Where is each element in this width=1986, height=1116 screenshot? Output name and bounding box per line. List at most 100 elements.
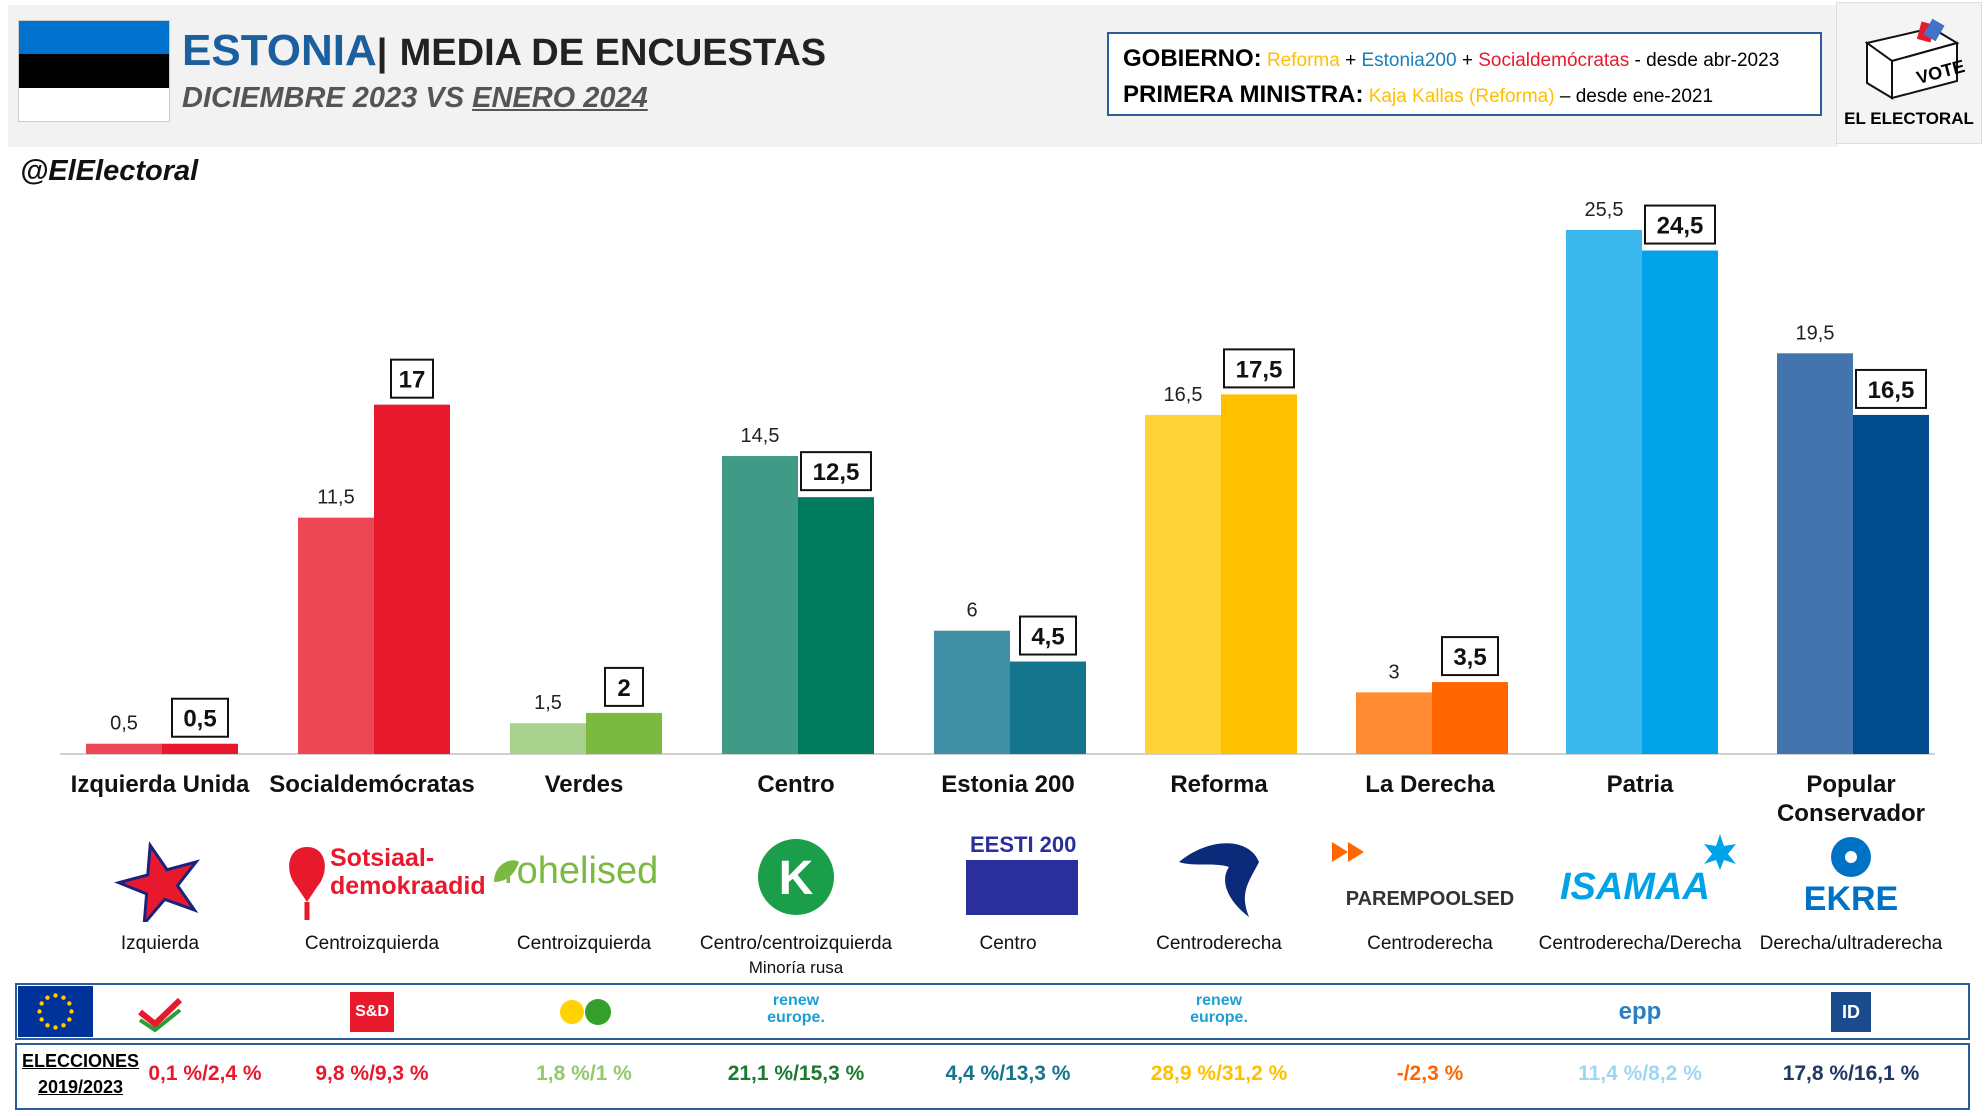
ideology-line1: Centroderecha xyxy=(1156,933,1282,954)
ideology-line1: Centroderecha xyxy=(1367,933,1493,954)
value-label-jan-0: 0,5 xyxy=(183,706,216,733)
rose-icon: Sotsiaal-demokraadid xyxy=(272,832,486,922)
election-result: 4,4 %/13,3 % xyxy=(945,1062,1071,1085)
party-name-line1: La Derecha xyxy=(1365,771,1495,798)
eu-star xyxy=(53,993,58,998)
value-box-jan-8 xyxy=(1855,368,1927,409)
election-result: 1,8 %/1 % xyxy=(536,1062,632,1085)
subtitle-prefix: DICIEMBRE 2023 VS xyxy=(182,82,465,114)
ideology-label: Centroderecha/Derecha xyxy=(1530,932,1750,956)
party-logo-text: EKRE xyxy=(1803,880,1899,918)
ideology-label: Izquierda xyxy=(50,932,270,956)
party-logo-text: PAREMPOOLSED xyxy=(1345,888,1515,910)
value-label-dec-2: 1,5 xyxy=(534,692,562,714)
sd-group-icon: S&D xyxy=(350,992,394,1032)
bar-dec-1 xyxy=(298,517,374,754)
ideology-line1: Izquierda xyxy=(120,933,200,954)
flag-stripe-black xyxy=(19,54,169,88)
party-name-line1: Estonia 200 xyxy=(941,771,1075,798)
eu-group-text: S&D xyxy=(355,1003,389,1020)
ballot-box-icon: VOTE xyxy=(1864,18,1967,100)
eu-star xyxy=(69,1009,74,1014)
value-label-dec-0: 0,5 xyxy=(110,713,138,735)
page-title: ESTONIA| MEDIA DE ENCUESTAS xyxy=(182,26,826,76)
flag-stripe-white xyxy=(19,87,169,121)
country-name: ESTONIA xyxy=(182,26,377,75)
gov-since: - desde abr-2023 xyxy=(1634,50,1780,71)
brand-name: EL ELECTORAL xyxy=(1844,109,1974,128)
election-result: 17,8 %/16,1 % xyxy=(1782,1062,1920,1085)
party-name: Socialdemócratas xyxy=(267,770,477,799)
eu-star xyxy=(37,1009,42,1014)
value-box-jan-5 xyxy=(1223,348,1295,389)
value-box-jan-1 xyxy=(390,358,434,399)
party-logo-text: rohelised xyxy=(504,850,659,892)
bar-dec-0 xyxy=(86,743,162,754)
title-rest: MEDIA DE ENCUESTAS xyxy=(399,32,827,74)
eu-stars-icon xyxy=(37,993,74,1030)
party-name-line1: Izquierda Unida xyxy=(70,771,250,798)
value-label-dec-8: 19,5 xyxy=(1796,322,1835,344)
gov-plus-1: + xyxy=(1345,50,1357,71)
eu-star xyxy=(53,1025,58,1030)
party-name-line1: Reforma xyxy=(1170,771,1268,798)
party-logo-text: EESTI 200 xyxy=(970,832,1077,857)
eu-star xyxy=(45,995,50,1000)
estonia-flag-icon xyxy=(18,20,170,122)
ideology-line2: Minoría rusa xyxy=(748,958,844,977)
bar-dec-8 xyxy=(1777,353,1853,754)
ideology-line1: Centro/centroizquierda xyxy=(699,933,893,954)
party-name-line1: Popular xyxy=(1806,771,1896,798)
eu-group-text: epp xyxy=(1618,998,1662,1025)
party-name: Izquierda Unida xyxy=(55,770,265,799)
election-result: 28,9 %/31,2 % xyxy=(1150,1062,1288,1085)
value-label-jan-2: 2 xyxy=(617,675,630,702)
value-label-dec-4: 6 xyxy=(966,600,977,622)
value-label-dec-7: 25,5 xyxy=(1585,199,1624,221)
bar-jan-6 xyxy=(1432,682,1508,754)
greens-group-icon xyxy=(552,992,616,1032)
eu-star xyxy=(61,995,66,1000)
gov-party-3: Socialdemócratas xyxy=(1478,50,1630,71)
bar-jan-4 xyxy=(1010,661,1086,754)
value-label-jan-5: 17,5 xyxy=(1236,356,1283,383)
party-name-line2: Conservador xyxy=(1776,800,1926,827)
gov-plus-2: + xyxy=(1461,50,1473,71)
value-box-jan-7 xyxy=(1644,204,1716,245)
bar-jan-2 xyxy=(586,712,662,754)
value-box-jan-0 xyxy=(171,697,229,738)
ideology-label: Centroizquierda xyxy=(474,932,694,956)
eu-group-row xyxy=(15,983,1970,1040)
party-name-line1: Centro xyxy=(757,771,835,798)
left-group-icon xyxy=(135,992,185,1033)
ideology-line1: Centroizquierda xyxy=(304,933,440,954)
ideology-line1: Centroderecha/Derecha xyxy=(1538,933,1742,954)
renew-group-icon: renew europe. xyxy=(1169,992,1269,1032)
value-label-dec-1: 11,5 xyxy=(317,487,354,509)
bar-dec-6 xyxy=(1356,692,1432,754)
svg-text:K: K xyxy=(779,852,814,905)
ideology-label: Centroderecha xyxy=(1109,932,1329,956)
value-label-dec-6: 3 xyxy=(1388,661,1399,683)
value-label-jan-7: 24,5 xyxy=(1657,213,1704,240)
ideology-label: Centro/centroizquierda Minoría rusa xyxy=(686,932,906,980)
el-electoral-logo: VOTE EL ELECTORAL xyxy=(1836,2,1982,144)
bar-jan-5 xyxy=(1221,394,1297,754)
election-result: 21,1 %/15,3 % xyxy=(727,1062,865,1085)
elections-label-line2: 2019/2023 xyxy=(37,1077,124,1097)
eu-flag-icon xyxy=(18,986,93,1037)
bar-jan-7 xyxy=(1642,250,1718,755)
election-row xyxy=(15,1043,1970,1110)
eu-star xyxy=(67,1001,72,1006)
value-label-jan-4: 4,5 xyxy=(1031,624,1064,651)
party-name: La Derecha xyxy=(1325,770,1535,799)
election-result: 0,1 %/2,4 % xyxy=(148,1062,262,1085)
ideology-line1: Derecha/ultraderecha xyxy=(1759,933,1943,954)
pm-line: PRIMERA MINISTRA: Kaja Kallas (Reforma) … xyxy=(1123,78,1806,114)
bar-dec-5 xyxy=(1145,414,1221,754)
bar-jan-8 xyxy=(1853,414,1929,754)
eu-star xyxy=(39,1017,44,1022)
party-name: Patria xyxy=(1535,770,1745,799)
bar-jan-0 xyxy=(162,743,238,754)
